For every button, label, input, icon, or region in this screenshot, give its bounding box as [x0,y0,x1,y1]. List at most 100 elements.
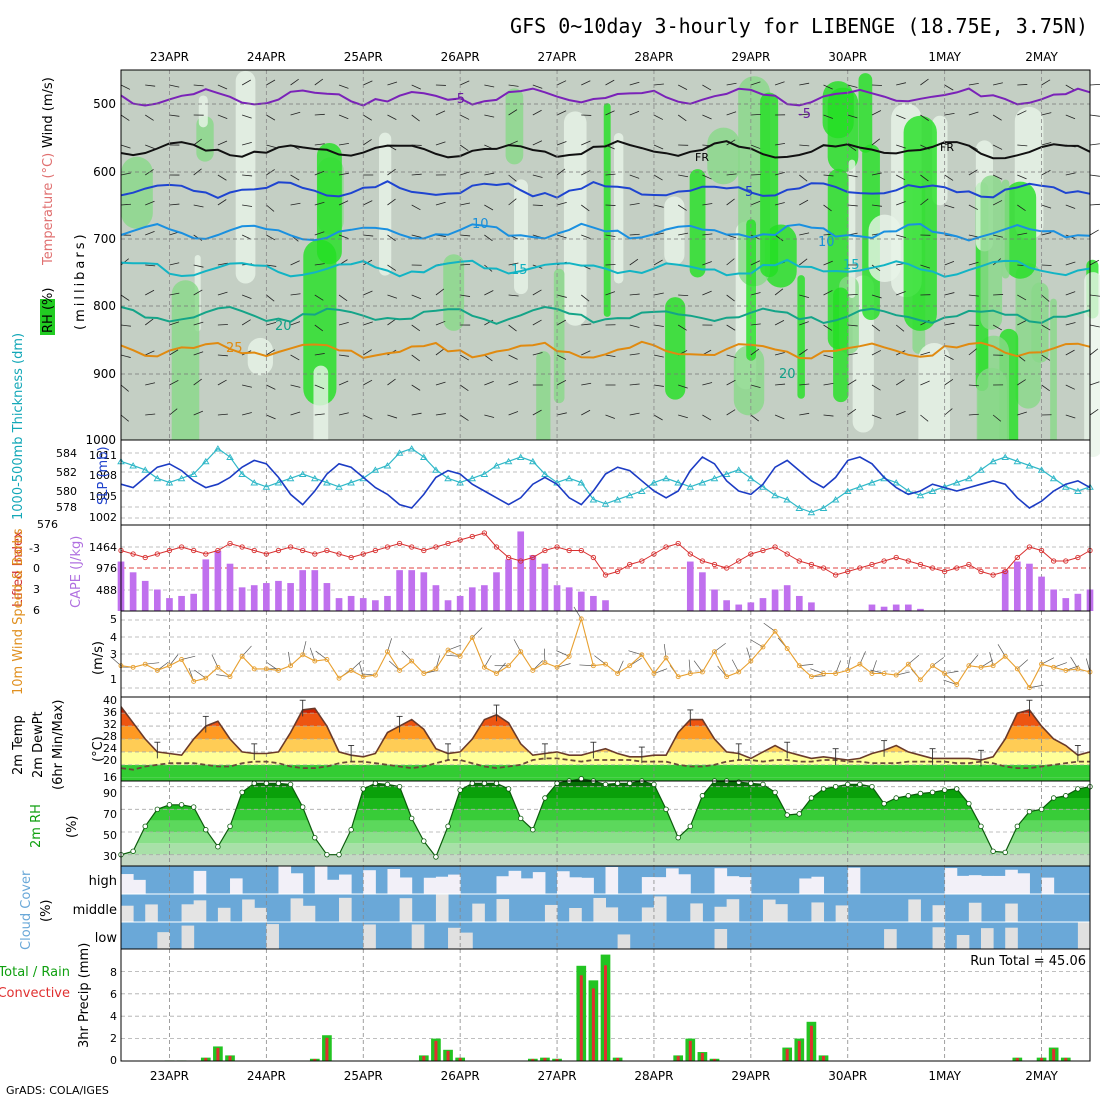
rh-blob [121,156,153,229]
rh2m-point [263,780,270,786]
wind-barb [314,170,325,176]
li-point [239,544,245,550]
date-label-top: 27APR [538,50,577,64]
li-point [566,547,572,554]
upper-air-panel: 500 600 700 800 900 1000 -5 -5 FR FR 5 1… [85,69,1100,595]
li-point [772,544,778,550]
wind-barb [411,204,421,211]
thickness-point [189,470,198,477]
wind-barb [1041,232,1052,236]
rh-band [121,832,1090,844]
wind-barb [338,84,349,89]
wind-barb [217,174,227,181]
wind10-point [409,658,415,664]
wind-barb [774,171,785,176]
thickness-point [153,474,162,482]
ua-tick-600: 600 [93,165,116,179]
convective-bar [446,1050,450,1061]
wind-barb [750,414,760,422]
thickness-point [868,479,876,486]
wind10-point [990,663,996,669]
cape-bar [735,604,743,611]
wind-barb [702,174,712,180]
cape-bar [456,595,464,611]
isotherm-label-5: 5 [745,185,753,200]
thickness-point [565,474,573,482]
slp-tick-1011: 1011 [89,449,117,462]
rh-band [121,786,1090,798]
thickness-point [529,457,537,465]
wind-barb [435,320,446,326]
cape-grid [121,525,1090,611]
rh2m-point [203,827,209,833]
wind10-point [324,657,330,662]
wind-barb [1065,291,1076,296]
wind10-point [712,649,717,655]
rh2m-point [542,795,548,801]
slp-panel: 584 582 580 578 576 1011 1008 1005 1002 [37,439,1094,531]
cape-bar [141,580,149,611]
cloud-cell [932,905,946,922]
cape-bar [565,587,573,611]
wind-barb [508,198,517,206]
thickness-point [601,500,610,507]
cloud-cell [423,877,437,894]
wind-barb [629,412,640,416]
rh2m-point [554,780,560,786]
cloud-cell [363,870,376,894]
wind-barb [242,412,252,416]
cloud-cell [230,878,243,894]
t-tick-32: 32 [103,718,117,731]
temp2m-line [120,706,1091,761]
ylabel-cape: CAPE (J/kg) [69,536,84,608]
rh2m-point [893,795,899,801]
rh2m-point [1014,823,1021,830]
wind-barb [847,114,858,119]
rh2m-point [130,848,136,854]
wind-barb [338,354,349,357]
thickness-point [504,457,513,465]
wind-barb [1017,411,1027,416]
cloud-cell [811,876,825,894]
wind10-point [142,661,148,667]
wind10-point [1075,666,1081,672]
li-tick-m3: -3 [29,542,40,555]
cloud-cell [641,877,655,894]
cloud-cell [302,905,316,922]
cape-bar [783,585,791,611]
wind-barb [363,234,374,237]
wind-barb [1041,142,1052,146]
wind-barb [1089,259,1100,266]
rh2m-point [990,848,996,854]
wind-barb [145,413,156,416]
wind-barb [774,414,785,420]
wind-barb [799,321,809,326]
isotherm-labels: -5 -5 FR FR 5 10 10 15 15 20 20 25 [226,92,954,382]
wind-barb [435,110,446,116]
rh2m-point [469,780,475,786]
wind-barb [968,348,977,356]
date-label-top: 2MAY [1025,50,1058,64]
cloud-cell [968,875,982,894]
wind-barb [363,379,373,386]
rh2m-point [372,780,379,786]
cape-bar [1050,589,1057,611]
wind-barb [992,174,1003,180]
cape-bar [711,589,718,611]
wind-barb [460,263,471,266]
wind-barb [702,382,713,386]
rh-blob [689,169,706,278]
wind10-point [385,649,390,655]
wind-barb [968,294,979,297]
wind-barb [193,351,204,356]
wind-barb [677,204,687,211]
li-point [711,561,718,568]
wind-barb [726,409,736,416]
wind10-point [699,669,705,675]
thickness-point [456,479,464,486]
li-point [651,551,657,557]
cloud-cell [653,877,667,894]
wind-barb [993,82,1003,86]
cape-bar [432,585,440,611]
wind-barb [411,234,422,238]
